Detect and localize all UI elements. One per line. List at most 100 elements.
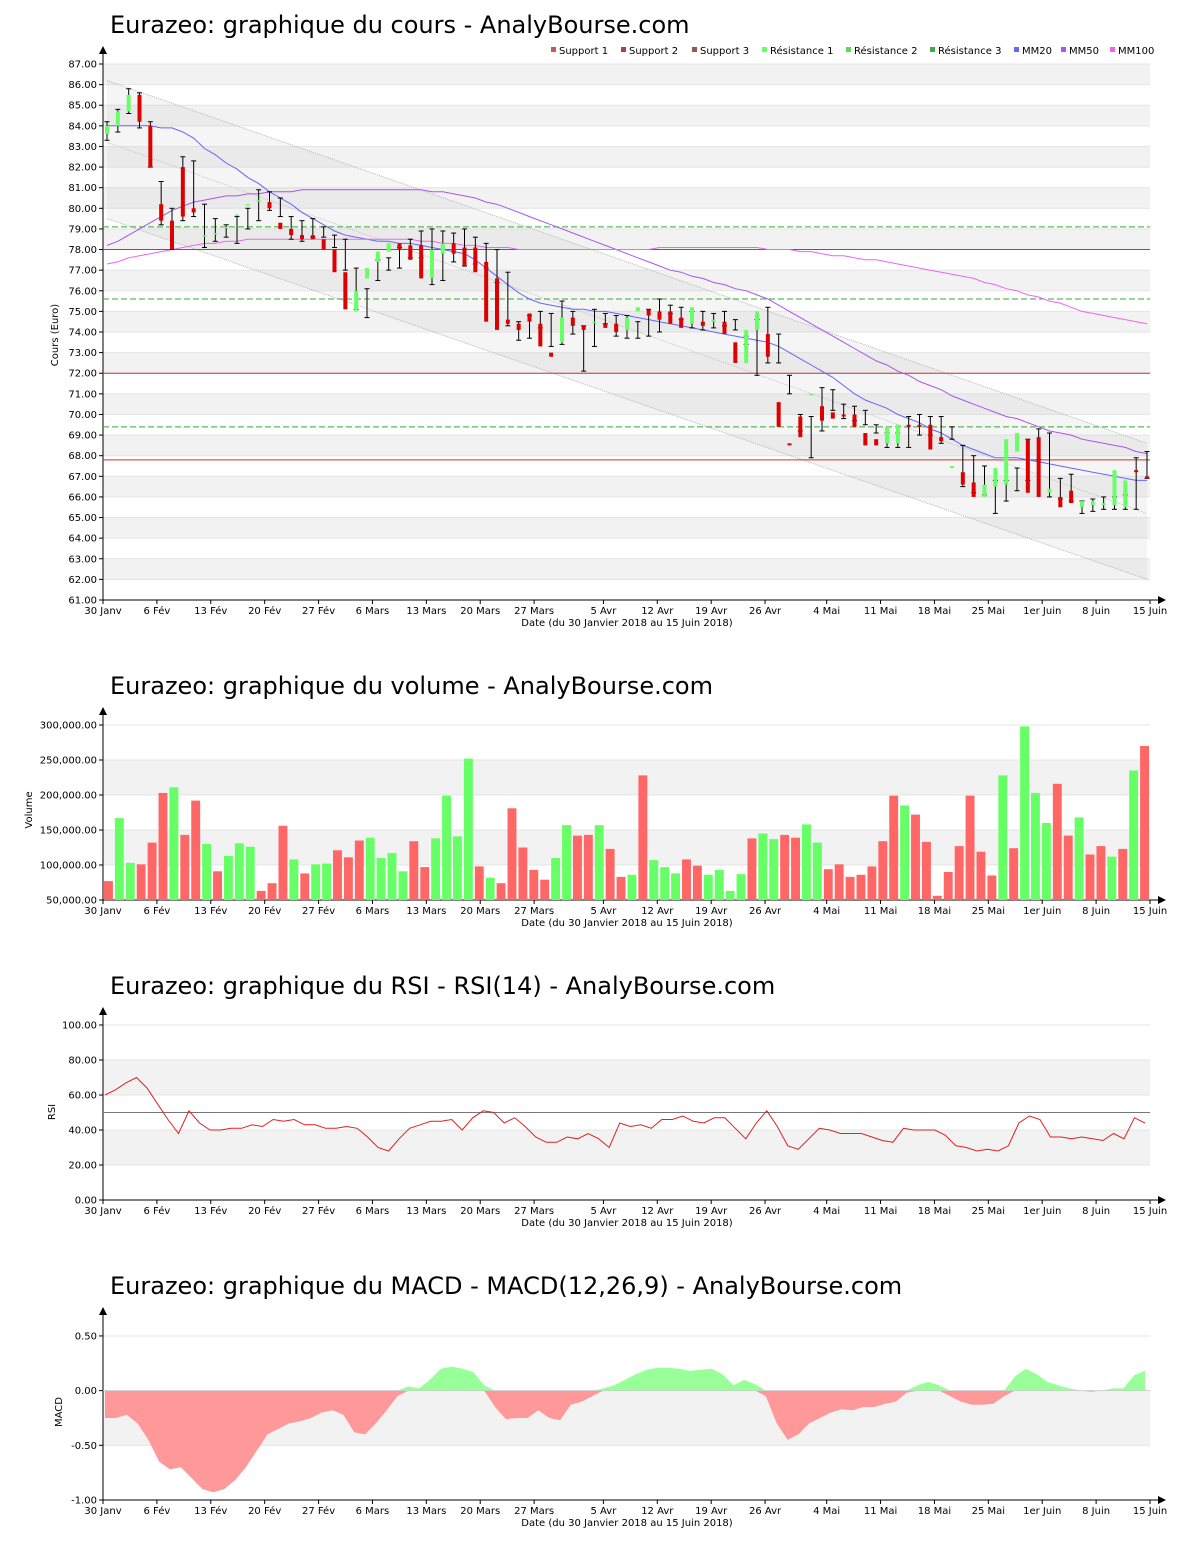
rsi-x-axis-label: Date (du 30 Janvier 2018 au 15 Juin 2018… bbox=[521, 1218, 733, 1229]
volume-y-axis-label: Volume bbox=[24, 791, 35, 828]
price-x-tick-label: 1er Juin bbox=[1023, 606, 1061, 617]
volume-bar bbox=[780, 834, 790, 900]
volume-y-arrow bbox=[99, 707, 107, 715]
candle-body bbox=[863, 433, 868, 446]
price-y-tick-label: 79.00 bbox=[68, 224, 97, 235]
price-y-tick-label: 64.00 bbox=[68, 534, 97, 545]
candle-body bbox=[126, 94, 131, 112]
rsi-x-arrow bbox=[1158, 1196, 1166, 1204]
candle-body bbox=[1025, 439, 1030, 493]
volume-bar bbox=[333, 850, 342, 900]
rsi-x-tick-label: 25 Mai bbox=[972, 1206, 1005, 1217]
volume-bar bbox=[671, 873, 681, 900]
candle-body bbox=[917, 424, 922, 427]
volume-bar bbox=[365, 837, 375, 900]
rsi-y-tick-label: 100.00 bbox=[62, 1021, 97, 1032]
rsi-chart-title: Eurazeo: graphique du RSI - RSI(14) - An… bbox=[110, 972, 775, 1000]
volume-x-tick-label: 19 Avr bbox=[695, 906, 728, 917]
volume-bar bbox=[987, 875, 997, 900]
volume-bar bbox=[649, 860, 659, 900]
macd-x-tick-label: 5 Avr bbox=[590, 1506, 617, 1517]
volume-bar bbox=[529, 869, 539, 900]
rsi-x-tick-label: 18 Mai bbox=[918, 1206, 951, 1217]
volume-bar bbox=[278, 825, 288, 900]
volume-bar bbox=[878, 841, 888, 900]
candle-body bbox=[495, 278, 499, 330]
macd-x-tick-label: 11 Mai bbox=[864, 1506, 897, 1517]
candle-body bbox=[278, 222, 283, 229]
macd-x-tick-label: 27 Fév bbox=[302, 1505, 335, 1517]
price-y-tick-label: 72.00 bbox=[68, 369, 97, 380]
volume-bar bbox=[638, 775, 648, 900]
rsi-y-tick-label: 20.00 bbox=[68, 1161, 97, 1172]
price-y-tick-label: 68.00 bbox=[68, 451, 97, 462]
rsi-y-axis-label: RSI bbox=[47, 1104, 58, 1120]
price-y-tick-label: 74.00 bbox=[68, 328, 97, 339]
macd-y-tick-label: -0.50 bbox=[71, 1441, 97, 1452]
candle-body bbox=[440, 243, 445, 254]
rsi-grid-band bbox=[103, 1130, 1150, 1165]
candle-body bbox=[581, 325, 586, 330]
price-channel-lower bbox=[106, 218, 1148, 580]
volume-x-tick-label: 8 Juin bbox=[1082, 906, 1110, 917]
candle-body bbox=[646, 309, 651, 316]
volume-chart-title: Eurazeo: graphique du volume - AnalyBour… bbox=[110, 672, 713, 700]
volume-grid-band bbox=[103, 830, 1150, 865]
volume-bar bbox=[453, 836, 462, 900]
price-y-tick-label: 65.00 bbox=[68, 513, 97, 524]
macd-x-tick-label: 30 Janv bbox=[84, 1506, 121, 1517]
rsi-x-tick-label: 20 Mars bbox=[460, 1206, 500, 1217]
price-y-tick-label: 69.00 bbox=[68, 431, 97, 442]
candle-body bbox=[1047, 488, 1052, 493]
candle-body bbox=[1112, 470, 1117, 506]
volume-x-tick-label: 5 Avr bbox=[590, 906, 617, 917]
price-x-tick-label: 12 Avr bbox=[641, 606, 674, 617]
candle-body bbox=[224, 226, 229, 229]
volume-bar bbox=[202, 844, 212, 900]
legend-swatch bbox=[1014, 47, 1019, 52]
price-x-tick-label: 8 Juin bbox=[1082, 606, 1110, 617]
rsi-x-tick-label: 4 Mai bbox=[813, 1206, 840, 1217]
price-grid-band bbox=[103, 476, 1150, 497]
candle-body bbox=[755, 311, 759, 330]
volume-bar bbox=[485, 877, 495, 900]
macd-y-axis-label: MACD bbox=[54, 1397, 65, 1427]
candle-body bbox=[765, 334, 770, 357]
volume-bar bbox=[769, 839, 779, 900]
volume-bar bbox=[158, 792, 168, 900]
legend-label: MM50 bbox=[1069, 46, 1099, 57]
macd-y-arrow bbox=[99, 1307, 107, 1315]
volume-bar bbox=[474, 866, 484, 900]
candle-body bbox=[635, 307, 640, 312]
volume-bar bbox=[1074, 817, 1084, 900]
rsi-x-tick-label: 1er Juin bbox=[1023, 1206, 1061, 1217]
price-y-tick-label: 77.00 bbox=[68, 266, 97, 277]
candle-body bbox=[148, 125, 153, 168]
ma-line-mm50 bbox=[106, 189, 1148, 455]
price-grid-band bbox=[103, 270, 1150, 291]
candle-body bbox=[256, 200, 261, 202]
legend-swatch bbox=[762, 47, 767, 52]
candle-body bbox=[830, 412, 835, 419]
volume-bar bbox=[256, 890, 266, 900]
rsi-x-tick-label: 15 Juin bbox=[1133, 1206, 1167, 1217]
candle-body bbox=[1015, 433, 1019, 452]
price-channel-upper bbox=[106, 80, 1148, 444]
volume-x-tick-label: 20 Fév bbox=[248, 905, 281, 917]
volume-bar bbox=[954, 846, 964, 900]
candle-body bbox=[245, 204, 250, 206]
candle-body bbox=[776, 402, 781, 427]
macd-chart-title: Eurazeo: graphique du MACD - MACD(12,26,… bbox=[110, 1272, 902, 1300]
candle-body bbox=[1123, 480, 1128, 508]
volume-bar bbox=[583, 834, 593, 900]
volume-bar bbox=[736, 874, 746, 900]
candle-body bbox=[928, 424, 933, 450]
volume-x-tick-label: 11 Mai bbox=[864, 906, 897, 917]
candle-body bbox=[787, 443, 792, 446]
candle-body bbox=[451, 243, 456, 254]
legend-label: Résistance 3 bbox=[938, 45, 1001, 57]
macd-positive-area bbox=[105, 1366, 1145, 1391]
price-grid-band bbox=[103, 187, 1150, 209]
price-x-tick-label: 26 Avr bbox=[749, 606, 782, 617]
volume-bar bbox=[562, 825, 571, 900]
